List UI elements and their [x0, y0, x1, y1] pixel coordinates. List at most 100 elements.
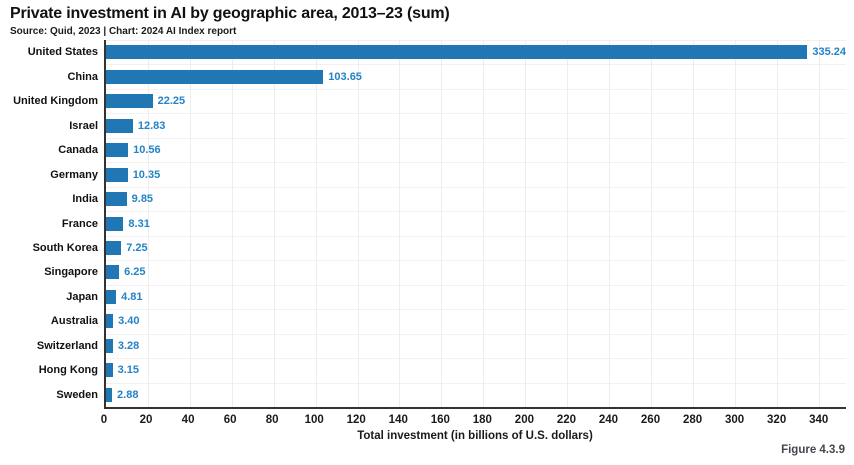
bar-row: Germany 10.35	[50, 162, 846, 186]
category-label: India	[72, 193, 98, 206]
x-tick-label: 220	[556, 414, 577, 426]
category-label: South Korea	[32, 241, 98, 254]
category-label: Germany	[50, 168, 98, 181]
horizontal-gridline	[106, 113, 846, 115]
bar	[106, 216, 124, 231]
bar	[106, 314, 114, 329]
vertical-gridline	[441, 40, 443, 407]
bar-row: Switzerland 3.28	[37, 334, 846, 358]
chart-title: Private investment in AI by geographic a…	[10, 5, 450, 22]
bar	[106, 363, 113, 378]
category-label: Japan	[66, 290, 98, 303]
category-label: Singapore	[44, 266, 98, 279]
value-label: 3.15	[117, 364, 140, 377]
x-tick-label: 140	[388, 414, 408, 426]
bar	[106, 387, 113, 402]
value-label: 10.56	[133, 144, 161, 157]
x-tick-label: 340	[809, 414, 829, 426]
bar-row: Sweden 2.88	[56, 383, 846, 407]
horizontal-gridline	[106, 260, 846, 262]
horizontal-gridline	[106, 382, 846, 384]
horizontal-gridline	[106, 211, 846, 213]
vertical-gridline	[147, 40, 149, 407]
bar	[106, 240, 122, 255]
category-label: France	[61, 217, 98, 230]
bar	[106, 338, 113, 353]
bar	[106, 192, 127, 207]
bar-row: Australia 3.40	[51, 309, 846, 333]
bar	[106, 45, 808, 60]
bar-row: South Korea 7.25	[33, 236, 846, 260]
bar	[106, 143, 129, 158]
bar-rows: United States 335.24 China 103.65 United Kin…	[13, 40, 846, 407]
x-tick-label: 320	[767, 414, 787, 426]
value-label: 22.25	[157, 95, 186, 108]
bar	[106, 167, 128, 182]
bar-row: China 103.65	[67, 64, 846, 88]
chart-source-line: Source: Quid, 2023 | Chart: 2024 AI Inde…	[10, 26, 237, 37]
category-label: Canada	[58, 144, 98, 157]
category-label: United Kingdom	[13, 95, 98, 108]
value-label: 10.35	[132, 168, 161, 181]
horizontal-gridline	[106, 309, 846, 311]
value-label: 6.25	[124, 266, 146, 279]
horizontal-gridline	[106, 88, 846, 90]
vertical-gridline	[525, 40, 527, 407]
plot-area: United States 335.24 China 103.65 United Kin…	[13, 40, 846, 409]
vertical-gridline	[189, 40, 191, 407]
x-tick-label: 40	[181, 414, 195, 426]
vertical-gridline	[776, 40, 778, 407]
bar	[106, 289, 117, 304]
x-tick-label: 200	[514, 414, 534, 426]
horizontal-gridline	[106, 235, 846, 237]
vertical-gridline	[609, 40, 611, 407]
x-tick-label: 300	[725, 414, 745, 426]
x-tick-label: 0	[100, 414, 108, 426]
x-tick-label: 20	[139, 414, 153, 426]
value-label: 9.85	[131, 193, 154, 206]
bar	[106, 69, 324, 84]
category-label: Australia	[50, 315, 98, 328]
category-label: Hong Kong	[38, 364, 98, 377]
value-label: 7.25	[126, 241, 148, 254]
horizontal-gridline	[106, 137, 846, 139]
x-tick-label: 60	[223, 414, 237, 426]
value-label: 2.88	[117, 388, 139, 401]
x-tick-label: 120	[346, 414, 366, 426]
category-label: China	[67, 70, 98, 83]
x-tick-label: 280	[682, 414, 703, 426]
category-label: Israel	[69, 119, 98, 132]
x-axis-ticks: 0 20 40 60 80 100 120 140 160 180 200 220 240 260 280 3…	[100, 414, 846, 428]
horizontal-gridline	[106, 40, 846, 41]
bar-row: India 9.85	[72, 187, 846, 211]
bar-row: Hong Kong 3.15	[39, 358, 846, 382]
bar-row: Japan 4.81	[66, 285, 846, 309]
vertical-gridline	[357, 40, 359, 407]
value-label: 3.40	[118, 315, 140, 328]
category-label: Sweden	[56, 388, 98, 401]
horizontal-gridline	[106, 162, 846, 164]
category-label: Switzerland	[36, 339, 98, 352]
bar	[106, 94, 153, 109]
category-label: United States	[27, 46, 98, 59]
bar-row: Singapore 6.25	[44, 260, 846, 284]
value-label: 4.81	[121, 290, 143, 303]
bar-row: Canada 10.56	[58, 138, 846, 162]
vertical-gridline	[651, 40, 653, 407]
bar-row: United Kingdom 22.25	[13, 89, 846, 113]
vertical-gridline	[399, 40, 401, 407]
value-label: 103.65	[328, 70, 362, 83]
horizontal-gridline	[106, 186, 846, 188]
vertical-gridline	[692, 40, 694, 407]
vertical-gridline	[483, 40, 485, 407]
horizontal-gridline	[106, 333, 846, 335]
figure-number-label: Figure 4.3.9	[781, 444, 845, 456]
x-tick-label: 180	[472, 414, 492, 426]
bar-row: Israel 12.83	[69, 113, 846, 137]
vertical-gridline	[315, 40, 317, 407]
x-tick-label: 160	[430, 414, 450, 426]
horizontal-gridline	[106, 64, 846, 66]
vertical-gridline	[567, 40, 569, 407]
vertical-gridline	[273, 40, 275, 407]
